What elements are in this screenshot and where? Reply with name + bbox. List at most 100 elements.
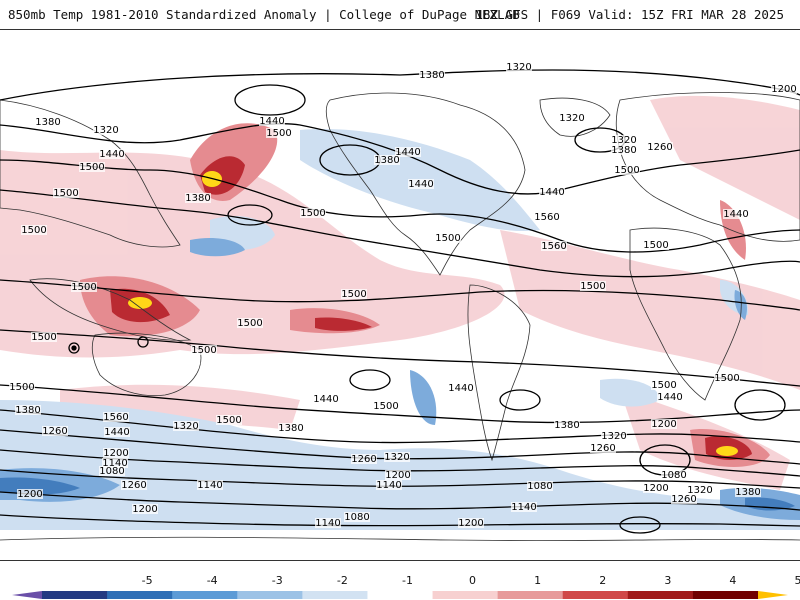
contour-label: 1500 — [651, 380, 676, 391]
contour-label-bg — [9, 382, 35, 392]
contour-label: 1200 — [132, 504, 157, 515]
contour-label-bg — [266, 128, 292, 138]
contour-label: 1500 — [216, 415, 241, 426]
contour-label: 1200 — [385, 470, 410, 481]
south-america-outline — [467, 284, 531, 462]
colorbar-extend-high — [758, 591, 788, 599]
anomaly-colorbar — [12, 591, 788, 599]
contour-label-bg — [643, 240, 669, 250]
contour-label: 1500 — [435, 233, 460, 244]
contour-label: 1380 — [735, 487, 760, 498]
colorbar-swatch — [432, 591, 499, 599]
height-contour — [0, 69, 800, 101]
contour-label-bg — [408, 179, 434, 189]
contour-label-bg — [541, 241, 567, 251]
cyclone-marker — [137, 336, 149, 348]
contour-label-bg — [132, 504, 158, 514]
contour-label: 1440 — [395, 147, 420, 158]
contour-label-bg — [534, 212, 560, 222]
contour-label-bg — [580, 281, 606, 291]
height-contour — [0, 279, 800, 311]
contour-label-bg — [643, 483, 669, 493]
eurasia-west-outline — [0, 99, 181, 248]
height-contour — [0, 159, 800, 253]
contour-label-bg — [385, 470, 411, 480]
extreme-anomaly-marker — [128, 297, 152, 309]
colorbar-tick-label: 1 — [534, 574, 542, 587]
height-contour — [0, 429, 800, 465]
contour-label: 1440 — [657, 392, 682, 403]
contour-label: 1560 — [541, 241, 566, 252]
contour-label-bg — [42, 426, 68, 436]
contour-label: 1200 — [458, 518, 483, 529]
cyclone-marker — [68, 342, 80, 354]
colorbar-tick-label: 4 — [729, 574, 737, 587]
contour-label-bg — [71, 282, 97, 292]
contour-label-bg — [15, 405, 41, 415]
contour-label: 1080 — [661, 470, 686, 481]
contour-label-bg — [99, 149, 125, 159]
contour-label-bg — [79, 162, 105, 172]
contour-label: 1140 — [315, 518, 340, 529]
model-run-info: 18Z GFS | F069 Valid: 15Z FRI MAR 28 202… — [475, 7, 784, 22]
contour-label-bg — [31, 332, 57, 342]
contour-label-bg — [723, 209, 749, 219]
contour-label-bg — [539, 187, 565, 197]
contour-label: 1500 — [53, 188, 78, 199]
colorbar-extend-low — [12, 591, 42, 599]
cool-anomaly-region — [600, 378, 660, 407]
contour-label: 1200 — [643, 483, 668, 494]
contour-label-bg — [102, 458, 128, 468]
closed-contour — [619, 516, 661, 534]
contour-label-bg — [735, 487, 761, 497]
contour-label: 1440 — [723, 209, 748, 220]
contour-label-bg — [21, 225, 47, 235]
contour-label-bg — [611, 135, 637, 145]
contour-label-bg — [435, 233, 461, 243]
contour-label: 1320 — [384, 452, 409, 463]
extreme-anomaly-marker — [716, 446, 738, 456]
contour-label-bg — [374, 155, 400, 165]
anomaly-map: 1320 1380 1200 1380 1320 1440 1500 1320 1320 1380… — [0, 29, 800, 561]
cyclone-marker — [71, 345, 77, 351]
height-contour — [0, 491, 800, 511]
contour-label: 1440 — [448, 383, 473, 394]
antarctica-outline — [0, 536, 800, 541]
contour-label: 1440 — [408, 179, 433, 190]
contour-label: 1260 — [590, 443, 615, 454]
contour-label-bg — [647, 142, 673, 152]
colorbar-swatch — [302, 591, 368, 599]
contour-label: 1140 — [511, 502, 536, 513]
contour-label-bg — [197, 480, 223, 490]
contour-label: 1140 — [376, 480, 401, 491]
contour-label: 1440 — [539, 187, 564, 198]
north-america-outline — [325, 92, 526, 276]
cool-anomaly-region — [410, 370, 437, 425]
cool-anomaly-region — [190, 238, 245, 257]
contour-labels: 1320138012001380132014401500132013201380… — [9, 62, 797, 529]
contour-label-bg — [687, 485, 713, 495]
height-contours — [0, 69, 800, 534]
contour-label-bg — [191, 345, 217, 355]
contour-label-bg — [601, 431, 627, 441]
height-contour — [0, 514, 800, 527]
contour-label-bg — [121, 480, 147, 490]
contour-label-bg — [104, 427, 130, 437]
contour-label-bg — [93, 125, 119, 135]
contour-label-bg — [714, 373, 740, 383]
colorbar-tick-label: 2 — [599, 574, 607, 587]
contour-label: 1560 — [103, 412, 128, 423]
contour-label: 1380 — [278, 423, 303, 434]
contour-label-bg — [351, 454, 377, 464]
contour-label-bg — [216, 415, 242, 425]
contour-label: 1080 — [99, 466, 124, 477]
contour-label: 1200 — [103, 448, 128, 459]
contour-label-bg — [671, 494, 697, 504]
colorbar-swatch — [107, 591, 173, 599]
contour-label: 1500 — [191, 345, 216, 356]
colorbar-swatch — [627, 591, 694, 599]
contour-label-bg — [103, 448, 129, 458]
contour-label: 1500 — [341, 289, 366, 300]
contour-label: 1500 — [580, 281, 605, 292]
cool-anomaly-region — [734, 290, 747, 320]
